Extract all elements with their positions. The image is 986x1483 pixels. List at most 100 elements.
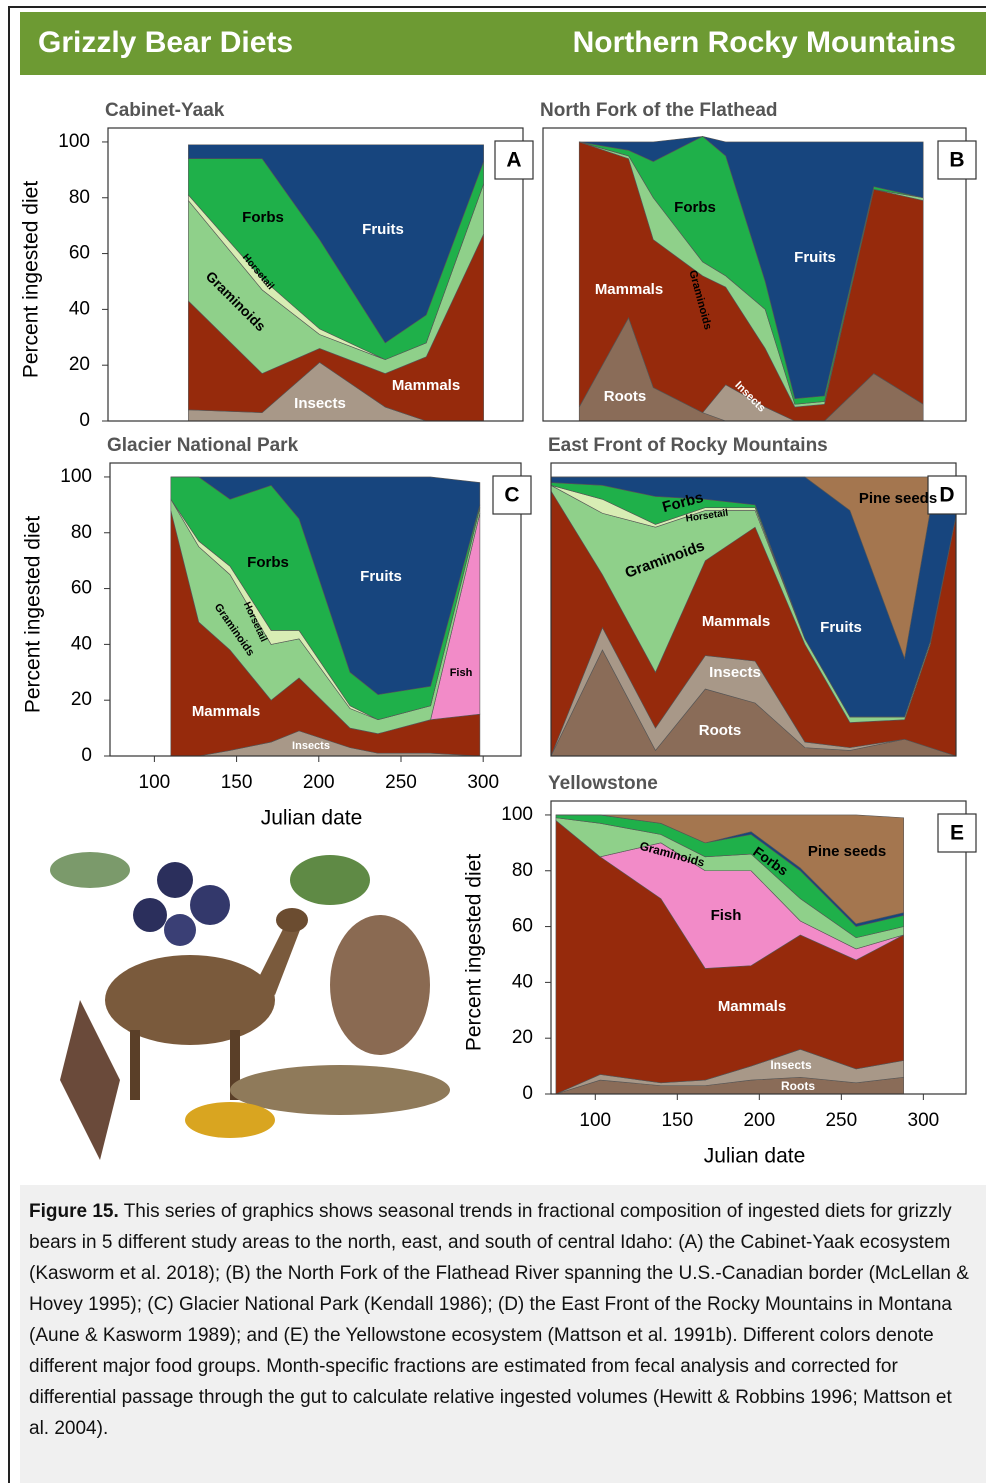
- area-label: Roots: [781, 1079, 815, 1093]
- elk-neck: [255, 925, 300, 995]
- panel-letter: A: [506, 149, 521, 172]
- y-tick-label: 20: [71, 689, 92, 710]
- area-label: Mammals: [192, 703, 260, 720]
- y-tick-label: 40: [71, 633, 92, 654]
- header: Grizzly Bear Diets Northern Rocky Mounta…: [20, 12, 986, 75]
- area-label: Mammals: [595, 281, 663, 298]
- y-tick-label: 40: [69, 298, 90, 319]
- area-label: Insects: [709, 664, 761, 681]
- berry: [157, 862, 193, 898]
- x-axis-label: Julian date: [261, 807, 363, 830]
- y-tick-label: 80: [69, 187, 90, 208]
- plot-frame: [109, 462, 522, 757]
- trout: [230, 1065, 450, 1115]
- panel-title: North Fork of the Flathead: [540, 100, 778, 121]
- caption-label: Figure 15.: [29, 1201, 119, 1222]
- area-label: Fish: [450, 667, 473, 679]
- header-right: Northern Rocky Mountains: [572, 26, 956, 59]
- panel-letter: B: [949, 149, 964, 172]
- y-tick-label: 60: [69, 243, 90, 264]
- elk-head: [276, 908, 308, 932]
- area-label: Insects: [770, 1058, 812, 1072]
- y-tick-label: 100: [58, 131, 90, 152]
- x-tick-label: 100: [139, 772, 171, 793]
- panel-letter-box: [937, 140, 977, 180]
- x-tick-label: 300: [908, 1110, 940, 1131]
- area-label: Fruits: [794, 249, 836, 266]
- y-tick-label: 20: [69, 354, 90, 375]
- y-tick-label: 100: [60, 466, 92, 487]
- y-tick-label: 0: [79, 410, 90, 431]
- leaf: [50, 852, 130, 888]
- caption: Figure 15. This series of graphics shows…: [20, 1185, 986, 1483]
- y-tick-label: 0: [522, 1083, 533, 1104]
- plot-frame: [107, 127, 524, 422]
- y-tick-label: 80: [71, 522, 92, 543]
- area-label: Mammals: [392, 377, 460, 394]
- y-tick-label: 40: [512, 971, 533, 992]
- plot-frame: [550, 462, 957, 757]
- area: [555, 814, 904, 925]
- area-label: Roots: [699, 722, 742, 739]
- x-tick-label: 300: [467, 772, 499, 793]
- x-tick-label: 250: [825, 1110, 857, 1131]
- panel-letter: C: [504, 484, 519, 507]
- plot-area: [550, 476, 957, 757]
- panel-letter-box: [494, 140, 534, 180]
- wasp: [185, 1102, 275, 1138]
- plot-frame: [550, 800, 967, 1095]
- x-axis-label: Julian date: [704, 1145, 806, 1168]
- area-label: Forbs: [247, 554, 289, 571]
- root: [60, 1000, 120, 1160]
- panel-title: East Front of Rocky Mountains: [548, 435, 828, 456]
- header-left: Grizzly Bear Diets: [38, 26, 294, 59]
- panel-title: Yellowstone: [548, 773, 658, 794]
- panel-letter-box: [492, 475, 532, 515]
- berry: [164, 914, 196, 946]
- y-tick-label: 20: [512, 1027, 533, 1048]
- panel-title: Glacier National Park: [107, 435, 299, 456]
- area-label: Insects: [294, 395, 346, 412]
- plot-frame: [542, 127, 967, 422]
- area-label: Mammals: [718, 998, 786, 1015]
- area-label: Insects: [292, 740, 330, 752]
- area: [170, 476, 481, 695]
- y-tick-label: 80: [512, 860, 533, 881]
- x-tick-label: 200: [303, 772, 335, 793]
- x-tick-label: 200: [743, 1110, 775, 1131]
- x-tick-label: 100: [579, 1110, 611, 1131]
- y-axis-label: Percent ingested diet: [20, 181, 43, 378]
- elk-leg: [230, 1030, 240, 1100]
- leaf: [290, 855, 370, 905]
- area-label: Fish: [711, 907, 742, 924]
- area-label: Forbs: [674, 199, 716, 216]
- area-label: Fruits: [360, 568, 402, 585]
- elk-body: [105, 955, 275, 1045]
- frame: [8, 6, 986, 1483]
- panel-letter-box: [937, 813, 977, 853]
- panel-letter-box: [927, 475, 967, 515]
- area-label: Roots: [604, 388, 647, 405]
- area-label: Fruits: [820, 619, 862, 636]
- y-tick-label: 60: [71, 578, 92, 599]
- berry: [190, 885, 230, 925]
- area-label: Forbs: [242, 209, 284, 226]
- y-tick-label: 0: [81, 745, 92, 766]
- charts: Cabinet-Yaak A 0 20 40 60 80 100 Percent ingeste…: [20, 100, 977, 1168]
- y-axis-label: Percent ingested diet: [22, 516, 45, 713]
- panel-title: Cabinet-Yaak: [105, 100, 225, 121]
- area: [188, 144, 484, 344]
- y-axis-label: Percent ingested diet: [463, 854, 486, 1051]
- x-tick-label: 150: [221, 772, 253, 793]
- pine-cone: [330, 915, 430, 1055]
- area-label: Fruits: [362, 221, 404, 238]
- panel-letter: E: [950, 822, 964, 845]
- elk-leg: [130, 1030, 140, 1100]
- x-tick-label: 150: [661, 1110, 693, 1131]
- berry: [133, 898, 167, 932]
- plot-area: [555, 814, 904, 1095]
- area-label: Pine seeds: [808, 843, 886, 860]
- plot-area: [578, 136, 924, 422]
- area-label: Mammals: [702, 613, 770, 630]
